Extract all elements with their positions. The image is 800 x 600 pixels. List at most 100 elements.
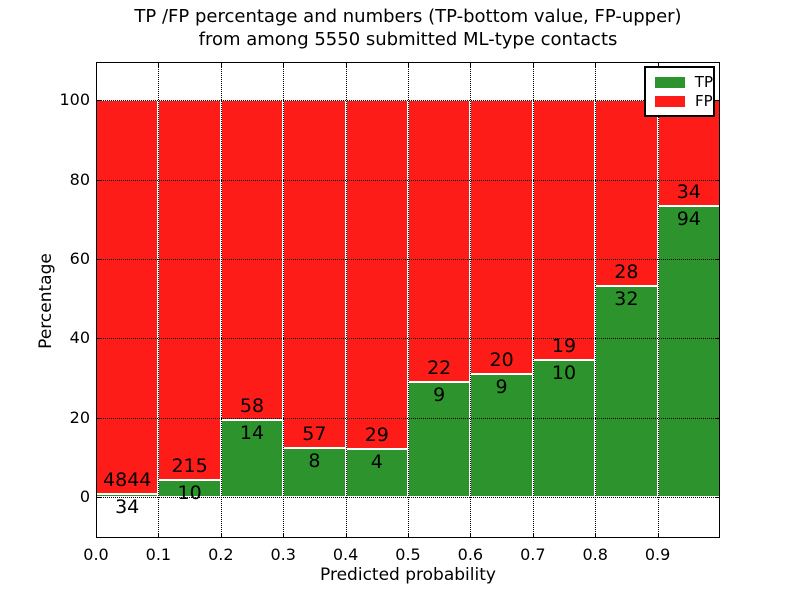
y-tick-mark — [96, 338, 101, 340]
fp-bar-segment — [345, 100, 408, 450]
tp-count-label: 94 — [676, 207, 701, 230]
fp-bar-segment — [96, 100, 159, 495]
x-tick-mark-top — [532, 62, 534, 67]
chart-title: TP /FP percentage and numbers (TP-bottom… — [96, 5, 720, 51]
x-tick-mark-top — [657, 62, 659, 67]
y-tick-mark-right — [715, 100, 720, 102]
x-tick-mark — [470, 533, 472, 538]
tp-bar-segment — [283, 448, 346, 498]
x-tick-mark — [158, 533, 160, 538]
x-gridline — [220, 62, 222, 538]
x-tick-mark — [220, 533, 222, 538]
x-tick-mark-top — [96, 62, 97, 67]
x-tick-label: 0.0 — [83, 545, 109, 564]
tp-count-label: 9 — [433, 383, 446, 406]
tp-count-label: 8 — [308, 450, 321, 473]
x-tick-mark — [283, 533, 285, 538]
x-tick-mark — [595, 533, 597, 538]
y-tick-label: 100 — [59, 90, 90, 110]
x-tick-label: 0.9 — [644, 545, 671, 564]
tp-legend-swatch — [655, 77, 685, 88]
fp-bar-segment — [470, 100, 533, 375]
fp-count-label: 34 — [676, 180, 701, 203]
x-tick-mark — [408, 533, 409, 538]
fp-bar-segment — [220, 100, 284, 420]
tp-bar-segment — [470, 374, 533, 498]
x-tick-mark-top — [158, 62, 160, 67]
fp-bar-segment — [657, 100, 720, 206]
x-gridline — [470, 62, 472, 538]
y-tick-mark-right — [715, 259, 720, 261]
y-tick-mark-right — [715, 338, 720, 340]
tp-legend-label: TP — [694, 73, 713, 91]
x-tick-mark — [96, 533, 97, 538]
x-tick-label: 0.7 — [520, 545, 546, 564]
x-gridline — [595, 62, 597, 538]
x-tick-mark — [657, 533, 659, 538]
fp-legend-swatch — [655, 96, 685, 107]
y-tick-mark-right — [715, 179, 720, 181]
y-gridline — [96, 338, 720, 340]
fp-count-label: 20 — [489, 349, 514, 372]
x-tick-label: 0.8 — [582, 545, 608, 564]
fp-count-label: 19 — [551, 335, 577, 358]
fp-bar-segment — [408, 100, 471, 382]
tp-bar-segment — [657, 205, 720, 498]
x-gridline — [532, 62, 534, 538]
y-tick-mark-right — [715, 497, 720, 499]
x-tick-mark — [532, 533, 534, 538]
x-tick-label: 0.6 — [457, 545, 484, 564]
x-gridline — [283, 62, 285, 538]
y-tick-mark — [96, 417, 101, 419]
chart-title-line1: TP /FP percentage and numbers (TP-bottom… — [134, 6, 682, 27]
tp-count-label: 10 — [551, 362, 577, 385]
plot-area: 4844 34 215 10 58 14 57 8 29 4 22 9 20 9 19 10 28 32 34 94 — [96, 62, 720, 538]
y-gridline — [96, 259, 720, 261]
x-gridline — [408, 62, 409, 538]
x-axis-label: Predicted probability — [320, 565, 496, 585]
tp-count-label: 34 — [115, 496, 140, 519]
x-tick-mark — [345, 533, 347, 538]
y-gridline — [96, 497, 720, 499]
x-tick-mark-top — [470, 62, 472, 67]
x-tick-mark-top — [408, 62, 409, 67]
x-tick-label: 0.5 — [395, 545, 421, 564]
fp-count-label: 22 — [427, 356, 452, 379]
tp-count-label: 32 — [614, 287, 639, 310]
y-gridline — [96, 179, 720, 181]
x-gridline — [657, 62, 659, 538]
x-tick-label: 0.4 — [332, 545, 359, 564]
tp-bar-segment — [220, 420, 284, 498]
y-tick-label: 0 — [79, 487, 90, 507]
tp-count-label: 4 — [370, 451, 383, 474]
fp-count-label: 215 — [171, 454, 208, 477]
y-tick-label: 40 — [69, 328, 90, 348]
y-tick-label: 20 — [69, 407, 90, 427]
x-tick-label: 0.2 — [208, 545, 234, 564]
y-tick-label: 60 — [69, 249, 90, 269]
fp-bar-segment — [158, 100, 221, 480]
tp-bar-segment — [595, 285, 658, 498]
x-tick-mark-top — [595, 62, 597, 67]
x-tick-label: 0.1 — [145, 545, 172, 564]
tp-count-label: 14 — [239, 422, 265, 444]
fp-bar-segment — [532, 100, 596, 361]
tp-count-label: 10 — [177, 481, 202, 504]
y-tick-mark — [96, 497, 101, 499]
fp-count-label: 29 — [364, 424, 389, 447]
tp-bar-segment — [532, 360, 596, 498]
y-gridline — [96, 100, 720, 102]
x-tick-mark-top — [345, 62, 347, 67]
y-tick-mark — [96, 179, 101, 181]
x-tick-label: 0.3 — [270, 545, 296, 564]
fp-count-label: 58 — [239, 395, 265, 417]
legend-item-tp: TP — [646, 73, 713, 92]
y-tick-mark-right — [715, 417, 720, 419]
tp-bar-segment — [408, 381, 471, 498]
x-gridline — [345, 62, 347, 538]
y-gridline — [96, 417, 720, 419]
y-tick-mark — [96, 259, 101, 261]
legend-item-fp: FP — [646, 92, 713, 111]
fp-bar-segment — [595, 100, 658, 286]
